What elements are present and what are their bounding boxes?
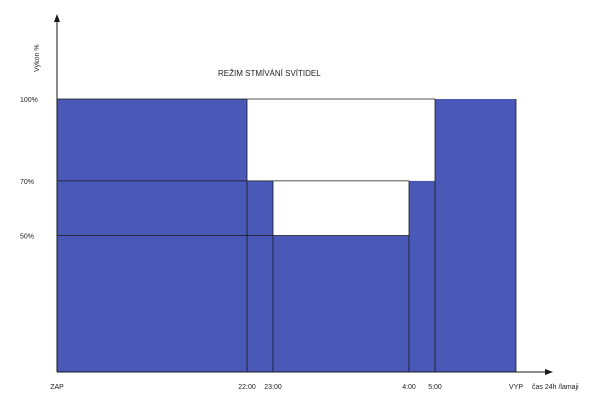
x-tick-label: VYP	[509, 384, 523, 391]
chart-title: REŽIM STMÍVÁNÍ SVÍTIDEL	[218, 69, 321, 78]
x-tick-label: ZAP	[50, 384, 64, 391]
y-tick-label: 100%	[20, 97, 38, 104]
bar-segment	[435, 99, 516, 372]
y-axis-label: Výkon %	[34, 44, 41, 72]
axes-layer	[54, 14, 553, 375]
x-tick-label: 5:00	[428, 384, 442, 391]
x-tick-label: 4:00	[402, 384, 416, 391]
x-axis-arrow-icon	[545, 369, 553, 375]
bar-segment	[409, 180, 435, 372]
x-tick-label: 23:00	[264, 384, 282, 391]
tick-labels-layer: 100% 70% 50% ZAP 22:00 23:00 4:00 5:00 VYP	[20, 97, 523, 391]
x-axis-label: čas 24h /lamaji	[532, 384, 579, 391]
y-tick-label: 70%	[20, 179, 34, 186]
y-tick-label: 50%	[20, 234, 34, 241]
guide-lines-layer	[57, 98, 517, 372]
x-tick-label: 22:00	[238, 384, 256, 391]
bar-segment	[247, 180, 273, 372]
bar-segment	[273, 235, 409, 372]
y-axis-arrow-icon	[54, 14, 60, 22]
